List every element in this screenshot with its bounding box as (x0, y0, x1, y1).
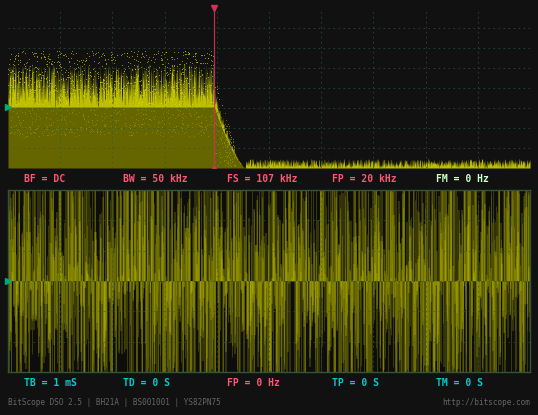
Text: TP = 0 S: TP = 0 S (331, 378, 379, 388)
Text: TB = 1 mS: TB = 1 mS (24, 378, 76, 388)
Text: FP = 0 Hz: FP = 0 Hz (227, 378, 280, 388)
Text: BW = 50 kHz: BW = 50 kHz (123, 174, 187, 184)
Text: BF = DC: BF = DC (24, 174, 65, 184)
Text: FP = 20 kHz: FP = 20 kHz (331, 174, 397, 184)
Text: BitScope DSO 2.5 | BH21A | BS001001 | YS82PN75: BitScope DSO 2.5 | BH21A | BS001001 | YS… (8, 398, 221, 407)
Text: FS = 107 kHz: FS = 107 kHz (227, 174, 298, 184)
Text: http://bitscope.com: http://bitscope.com (442, 398, 530, 407)
Text: TM = 0 S: TM = 0 S (436, 378, 483, 388)
Text: FM = 0 Hz: FM = 0 Hz (436, 174, 489, 184)
Text: TD = 0 S: TD = 0 S (123, 378, 170, 388)
